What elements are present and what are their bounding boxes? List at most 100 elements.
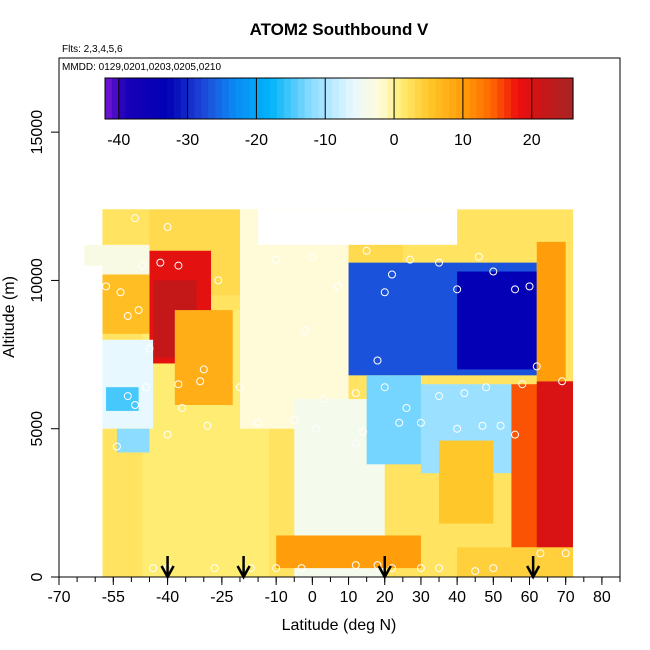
sample-point [272,255,281,264]
colorbar-swatch [111,78,120,119]
heatmap-blank [258,209,458,245]
heatmap-cells [59,191,573,577]
colorbar-swatch [118,78,127,119]
colorbar-swatch [449,78,457,119]
sample-point [359,427,368,436]
colorbar-swatch [545,78,553,119]
sample-point [406,255,415,264]
sample-point [453,424,462,433]
sample-point [131,214,140,223]
heatmap-cell [116,428,150,453]
colorbar-swatch [304,78,313,119]
sample-point [387,270,396,279]
x-tick-label: 10 [340,589,358,606]
colorbar-swatch [538,78,547,119]
colorbar-swatch [139,78,147,119]
sample-point [536,549,545,558]
colorbar-swatch [249,78,258,119]
sample-point [290,415,299,424]
colorbar-swatch [345,78,354,119]
colorbar-tick-label: 20 [523,132,541,149]
heatmap-cell [536,241,566,382]
colorbar-tick-label: 10 [454,132,472,149]
x-tick-label: 20 [376,589,394,606]
colorbar-swatch [504,78,512,119]
colorbar-swatch [235,78,244,119]
sample-point [373,356,382,365]
colorbar-swatch [180,78,189,119]
colorbar-swatch [407,78,416,119]
heatmap-cell [457,547,573,577]
sample-point [351,389,360,398]
sample-point [561,549,570,558]
y-tick-label: 15000 [29,110,46,155]
colorbar-swatch [462,78,471,119]
x-axis-label: Latitude (deg N) [282,617,397,634]
colorbar-tick-label: -10 [314,132,337,149]
sample-point [102,282,111,291]
sample-point [163,430,172,439]
x-tick-label: 80 [593,589,611,606]
sample-point [373,561,382,570]
sample-point [402,403,411,412]
colorbar-swatch [373,78,381,119]
sample-point [416,564,425,573]
sample-point [319,395,328,404]
sample-point [254,418,263,427]
sample-point [511,430,520,439]
sample-point [214,276,223,285]
y-axis: 0 5000 10000 15000 [29,110,59,581]
colorbar-swatch [559,78,567,119]
y-tick-label: 0 [29,572,46,581]
colorbar-swatch [490,78,498,119]
sample-point [489,564,498,573]
sample-point [532,362,541,371]
colorbar-swatch [297,78,306,119]
y-tick-label: 5000 [29,411,46,447]
x-tick-label: -70 [47,589,70,606]
x-tick-label: 40 [448,589,466,606]
plot-frame [58,57,621,578]
colorbar-ticks: -40 -30 -20 -10 0 10 20 [107,78,541,149]
x-tick-label: 0 [308,589,317,606]
sample-point [149,564,158,573]
colorbar-swatch [125,78,134,119]
x-tick-label: 70 [557,589,575,606]
colorbar-swatch [497,78,505,119]
y-tick-label: 10000 [29,258,46,303]
heatmap-cell [106,387,139,411]
heatmap-cell [276,535,421,569]
heatmap-blank [59,265,103,577]
sample-point [435,392,444,401]
colorbar-swatch [400,78,409,119]
sample-point [261,217,270,226]
sample-point [435,564,444,573]
colorbar-swatch [187,78,196,119]
sample-point [145,344,154,353]
colorbar-swatch [456,78,464,119]
x-tick-label: -25 [210,589,233,606]
flights-note: Flts: 2,3,4,5,6 [62,44,123,55]
sample-point [435,258,444,267]
colorbar-swatch [394,78,402,119]
colorbar-swatch [215,78,223,119]
colorbar-swatch [222,78,230,119]
sample-point [83,270,92,279]
colorbar-swatch [194,78,202,119]
sample-point [478,421,487,430]
heatmap-blank [145,191,573,210]
colorbar-swatch [483,78,492,119]
colorbar-swatch [566,78,574,119]
sample-point [138,261,147,270]
sample-point [311,424,320,433]
x-tick-label: 30 [412,589,430,606]
colorbar-swatch [283,78,292,119]
colorbar-swatch [311,78,319,119]
sample-point [453,285,462,294]
sample-point [199,365,208,374]
colorbar-swatch [270,78,278,119]
colorbar-swatch [256,78,264,119]
colorbar-swatch [277,78,285,119]
colorbar-swatch [476,78,485,119]
heatmap-cell [439,440,494,524]
